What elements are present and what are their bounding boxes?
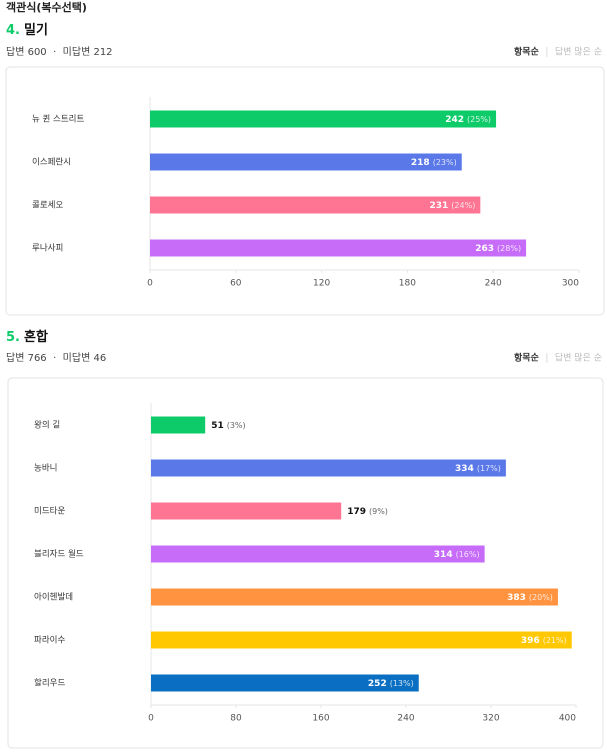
x-tick-label: 0 — [147, 279, 153, 289]
category-label: 콜로세오 — [32, 201, 63, 211]
value-percent: (23%) — [433, 158, 457, 167]
answered-count: 답변 600 — [6, 46, 47, 58]
question-text: 밀기 — [24, 23, 48, 38]
chart-card — [5, 66, 605, 316]
bar — [150, 110, 497, 128]
bar — [151, 459, 506, 477]
category-label: 파라이수 — [34, 635, 65, 646]
bar-value-label: 263 (28%) — [475, 244, 521, 254]
bar — [151, 674, 419, 692]
bar — [150, 196, 481, 214]
sort-option[interactable]: 답변 많은 순 — [555, 352, 602, 364]
x-tick-label: 0 — [148, 714, 154, 724]
bar-value-label: 383 (20%) — [507, 593, 553, 603]
value-number: 334 — [455, 464, 474, 474]
value-percent: (17%) — [477, 464, 501, 473]
category-label: 미드타운 — [34, 507, 65, 517]
value-number: 383 — [507, 593, 526, 603]
category-label: 뉴 퀸 스트리트 — [32, 114, 85, 125]
separator-dot: · — [53, 47, 56, 58]
x-tick-label: 180 — [399, 279, 416, 289]
bar-value-label: 218 (23%) — [411, 158, 457, 168]
bar-value-label: 334 (17%) — [455, 464, 501, 474]
value-number: 51 — [211, 421, 224, 431]
category-label: 블리자드 월드 — [34, 549, 84, 560]
unanswered-count: 미답변 212 — [63, 46, 113, 58]
x-tick-label: 400 — [559, 714, 576, 724]
question-number: 4. — [6, 23, 20, 38]
bar — [151, 631, 572, 649]
separator-dot: · — [53, 353, 56, 364]
bar-value-label: 252 (13%) — [368, 679, 414, 689]
x-tick-label: 300 — [562, 279, 579, 289]
bar-value-label: 231 (24%) — [430, 201, 476, 211]
value-percent: (9%) — [369, 507, 388, 516]
x-tick-label: 60 — [230, 279, 242, 289]
x-tick-label: 160 — [312, 714, 329, 724]
bar-value-label: 179 (9%) — [347, 507, 388, 517]
category-label: 농바니 — [34, 463, 57, 474]
bar — [150, 239, 527, 257]
bar-value-label: 242 (25%) — [445, 115, 491, 125]
bar-value-label: 314 (16%) — [434, 550, 480, 560]
sort-option[interactable]: 항목순 — [514, 352, 539, 364]
value-number: 314 — [434, 550, 453, 560]
value-number: 252 — [368, 679, 387, 689]
category-label: 아이헨발데 — [34, 592, 73, 603]
value-number: 231 — [430, 201, 449, 211]
value-number: 179 — [347, 507, 366, 517]
value-percent: (3%) — [227, 421, 246, 430]
value-number: 218 — [411, 158, 430, 168]
question-number: 5. — [6, 330, 20, 345]
bar — [151, 588, 558, 606]
value-number: 242 — [445, 115, 464, 125]
answered-count: 답변 766 — [6, 352, 47, 364]
value-number: 396 — [521, 636, 540, 646]
category-label: 이스페란시 — [32, 157, 71, 168]
bar-value-label: 51 (3%) — [211, 421, 245, 431]
x-tick-label: 240 — [397, 714, 414, 724]
x-tick-label: 80 — [230, 714, 242, 724]
x-tick-label: 320 — [482, 714, 499, 724]
value-percent: (16%) — [456, 550, 480, 559]
value-number: 263 — [475, 244, 494, 254]
bar — [151, 416, 206, 434]
question-text: 혼합 — [24, 329, 48, 345]
value-percent: (28%) — [497, 244, 521, 253]
value-percent: (20%) — [529, 593, 553, 602]
sort-option[interactable]: 답변 많은 순 — [555, 46, 602, 58]
category-label: 할리우드 — [34, 678, 65, 689]
category-label: 왕의 길 — [34, 420, 60, 431]
bar — [151, 502, 342, 520]
section-header: 객관식(복수선택) — [6, 0, 87, 14]
bar — [151, 545, 485, 563]
bar — [150, 153, 462, 171]
value-percent: (25%) — [467, 115, 491, 124]
category-label: 루나사피 — [32, 244, 63, 254]
unanswered-count: 미답변 46 — [63, 352, 107, 364]
value-percent: (13%) — [390, 679, 414, 688]
question-title: 5. 혼합 — [6, 329, 48, 345]
sort-option[interactable]: 항목순 — [514, 46, 539, 58]
value-percent: (21%) — [543, 636, 567, 645]
x-tick-label: 120 — [313, 279, 330, 289]
question-title: 4. 밀기 — [6, 23, 48, 38]
bar-value-label: 396 (21%) — [521, 636, 567, 646]
chart-card — [7, 377, 604, 749]
x-tick-label: 240 — [485, 279, 502, 289]
value-percent: (24%) — [451, 201, 475, 210]
